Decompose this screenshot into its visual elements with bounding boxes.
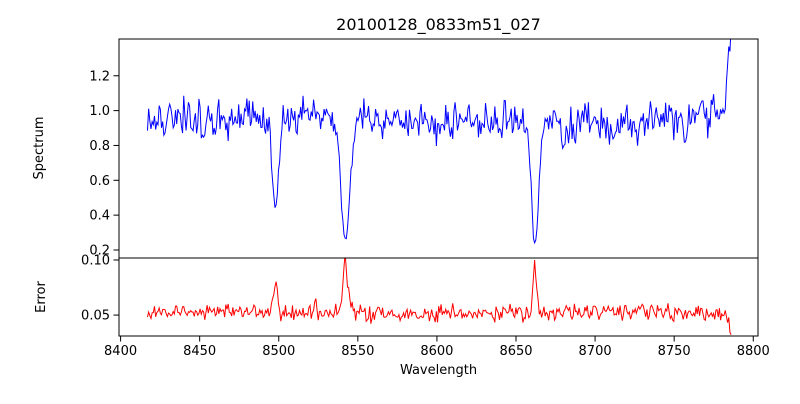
x-tick-label: 8650: [499, 344, 532, 359]
x-tick-label: 8500: [262, 344, 295, 359]
y-tick-label: 0.05: [81, 309, 110, 324]
y-tick-label: 1.2: [89, 69, 110, 84]
y-tick-label: 0.8: [89, 139, 110, 154]
error-axes-frame: [118, 257, 759, 337]
y-tick-label: 1.0: [89, 104, 110, 119]
x-tick-label: 8750: [658, 344, 691, 359]
spectrum-trace-group: [146, 39, 732, 245]
x-tick-label: 8600: [420, 344, 453, 359]
y-tick-label: 0.6: [89, 174, 110, 189]
chart-title: 20100128_0833m51_027: [336, 15, 541, 35]
x-tick-label: 8450: [183, 344, 216, 359]
y-tick-label: 0.10: [81, 253, 110, 268]
x-tick-label: 8550: [341, 344, 374, 359]
spectrum-line: [146, 39, 732, 245]
error-y-axis-label: Error: [34, 281, 49, 313]
x-axis-label: Wavelength: [400, 363, 477, 378]
x-tick-label: 8400: [104, 344, 137, 359]
y-tick-label: 0.2: [89, 243, 110, 258]
x-axis-ticks: 8400 8450 8500 8550 8600 8650 8700 8750 8800: [104, 336, 770, 359]
x-tick-label: 8700: [579, 344, 612, 359]
error-y-axis-ticks: 0.05 0.10: [81, 253, 119, 324]
y-tick-label: 0.4: [89, 209, 110, 224]
error-line: [146, 258, 732, 335]
spectrum-y-axis-ticks: 0.2 0.4 0.6 0.8 1.0 1.2: [89, 69, 119, 258]
spectrum-y-axis-label: Spectrum: [32, 117, 47, 180]
spectrum-axes-frame: [118, 38, 759, 259]
x-tick-label: 8800: [737, 344, 770, 359]
error-trace-group: [146, 258, 732, 335]
